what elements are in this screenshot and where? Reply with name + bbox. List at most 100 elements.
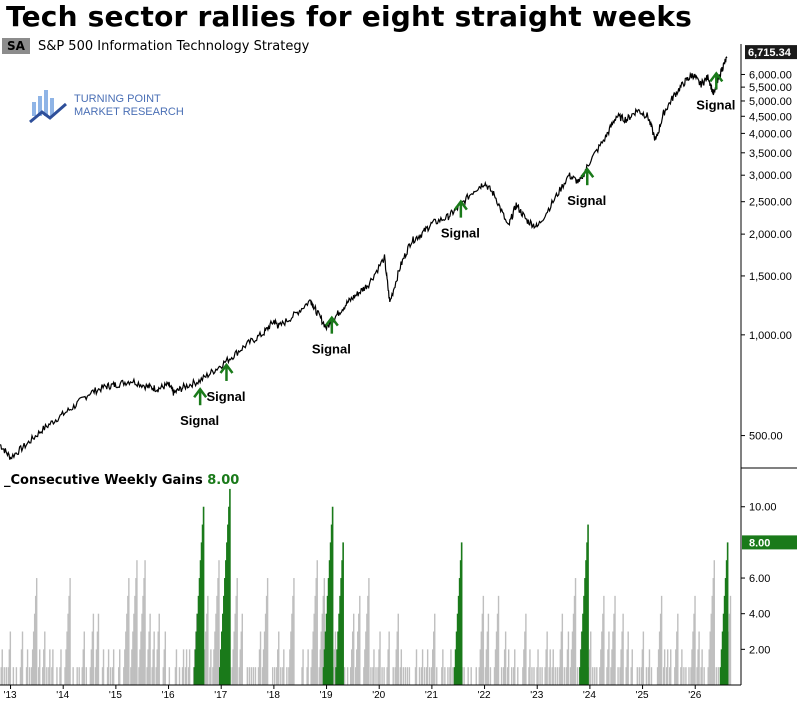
gain-bar (541, 667, 543, 685)
gain-bar (277, 649, 279, 685)
gain-bar (589, 649, 591, 685)
gain-bar (388, 631, 390, 685)
gain-bar (95, 649, 98, 685)
gain-bar-highlight (327, 578, 330, 685)
gain-bar (153, 631, 155, 685)
x-tick-label: '21 (425, 690, 438, 701)
gain-bar (91, 631, 94, 685)
gain-bar (433, 631, 435, 685)
gain-bar (641, 649, 644, 685)
gain-bar-highlight (460, 542, 463, 685)
gain-bar (404, 667, 407, 685)
gain-bar-highlight (724, 578, 727, 685)
gain-bar (313, 613, 315, 685)
gain-bar (214, 631, 216, 685)
gain-bar (136, 560, 138, 685)
gain-bar-highlight (723, 595, 726, 685)
gain-bar (234, 613, 236, 685)
gain-bar (367, 595, 369, 685)
gain-bar (82, 649, 84, 685)
gain-bar (524, 631, 526, 685)
signal-arrow-head (709, 71, 724, 83)
gain-bar (89, 667, 92, 685)
gain-bar-highlight (200, 542, 203, 685)
gain-bar (240, 631, 242, 685)
gain-bar (452, 667, 454, 685)
gain-bar-highlight (193, 667, 196, 685)
price-y-tick-label: 5,000.00 (749, 96, 792, 108)
gain-bar-highlight (458, 578, 461, 685)
gain-bar-highlight (726, 542, 729, 685)
gain-bar (561, 613, 564, 685)
gain-bar (397, 613, 399, 685)
gain-bar (506, 667, 509, 685)
gain-bar (570, 649, 573, 685)
gain-bar (301, 667, 303, 685)
gain-bar (302, 649, 304, 685)
gain-bar (670, 649, 672, 685)
gain-bar (107, 649, 110, 685)
gain-bar (414, 667, 417, 685)
gain-bar (394, 667, 396, 685)
gain-bar-highlight (323, 649, 326, 685)
symbol-badge[interactable]: SA (2, 38, 30, 54)
gain-bar (271, 667, 274, 685)
gain-bar (102, 649, 105, 685)
gain-bar (606, 667, 608, 685)
gain-bar-highlight (226, 542, 228, 685)
gain-bar (127, 595, 129, 685)
gain-bar (276, 667, 278, 685)
gain-bar (101, 667, 104, 685)
gain-bar (119, 649, 121, 685)
price-y-tick-label: 2,500.00 (749, 197, 792, 209)
gain-bar (676, 631, 678, 685)
gain-bar (81, 667, 83, 685)
gain-bar (289, 649, 291, 685)
gain-bar (551, 667, 553, 685)
gain-bar (493, 667, 496, 685)
gain-bar-highlight (202, 506, 205, 685)
gain-bar (700, 667, 702, 685)
gain-bar (19, 667, 22, 685)
gain-bar (715, 667, 718, 685)
signal-label: Signal (567, 193, 606, 208)
gain-bar (59, 667, 61, 685)
gain-bar (332, 667, 335, 685)
gain-bar (631, 649, 633, 685)
gain-bar-highlight (225, 560, 227, 685)
price-y-tick-label: 1,500.00 (749, 271, 792, 283)
gain-bar (638, 667, 641, 685)
gain-bar (449, 667, 451, 685)
gain-bar (140, 631, 142, 685)
signal-marker: Signal (696, 71, 735, 112)
gain-bar (212, 667, 214, 685)
gain-bar-highlight (326, 595, 329, 685)
gain-bar (323, 578, 326, 685)
gains-y-tick-label: 6.00 (749, 573, 770, 585)
gain-bar (626, 649, 628, 685)
gain-bar-highlight (339, 595, 341, 685)
gain-bar (67, 613, 69, 685)
signal-arrow-head (193, 387, 208, 398)
gain-bar (565, 667, 568, 685)
gain-bar (696, 667, 698, 685)
gain-bar (539, 667, 541, 685)
gain-bar (399, 667, 401, 685)
gain-bar (478, 667, 480, 685)
gain-bar (83, 631, 85, 685)
gain-bar (46, 667, 48, 685)
gain-bar (204, 649, 206, 685)
gain-bar (280, 667, 282, 685)
gain-bar-highlight (196, 613, 199, 685)
gain-bar-highlight (342, 542, 344, 685)
gain-bar (147, 649, 149, 685)
gain-bar (497, 595, 500, 685)
gain-bar (556, 667, 558, 685)
gain-bar (155, 667, 157, 685)
gain-bar (392, 667, 394, 685)
gain-bar (496, 613, 499, 685)
gain-bar (92, 613, 95, 685)
gain-bar (252, 667, 255, 685)
gain-bar (648, 649, 651, 685)
gain-bar (257, 667, 260, 685)
